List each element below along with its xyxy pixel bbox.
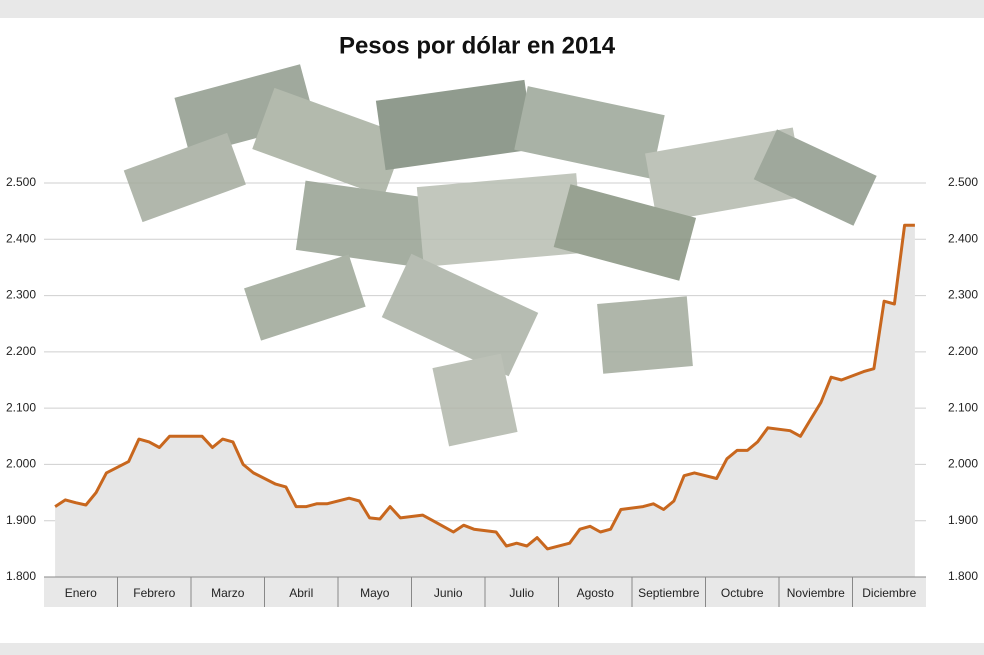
y2-tick-label: 1.800: [948, 569, 978, 583]
x-tick-label: Febrero: [133, 586, 175, 600]
chart-title: Pesos por dólar en 2014: [339, 32, 616, 59]
area-layer: [55, 225, 915, 577]
x-tick-label: Julio: [509, 586, 534, 600]
y-tick-label: 2.500: [6, 175, 36, 189]
x-tick-label: Mayo: [360, 586, 390, 600]
y-tick-label: 2.400: [6, 231, 36, 245]
y2-tick-label: 2.400: [948, 231, 978, 245]
y2-tick-label: 2.100: [948, 400, 978, 414]
y-tick-label: 2.200: [6, 344, 36, 358]
money-illustration: [123, 64, 877, 447]
x-tick-label: Diciembre: [862, 586, 916, 600]
y-tick-label: 1.900: [6, 513, 36, 527]
y-tick-label: 1.800: [6, 569, 36, 583]
y2-tick-label: 2.300: [948, 288, 978, 302]
x-tick-label: Junio: [434, 586, 463, 600]
x-tick-label: Noviembre: [787, 586, 845, 600]
x-tick-label: Enero: [65, 586, 97, 600]
x-tick-label: Octubre: [721, 586, 764, 600]
plot-layer: 1.800 1.800 1.900 1.900 2.000 2.000 2.100 2.100…: [6, 175, 978, 607]
x-tick-label: Agosto: [577, 586, 615, 600]
top-bar: [0, 0, 984, 18]
line: [54, 223, 915, 551]
bottom-bar: [0, 643, 984, 655]
y-tick-label: 2.300: [6, 288, 36, 302]
y2-tick-label: 2.500: [948, 175, 978, 189]
x-tick-label: Abril: [289, 586, 313, 600]
y-tick-label: 2.000: [6, 457, 36, 471]
y2-tick-label: 1.900: [948, 513, 978, 527]
y2-tick-label: 2.000: [948, 457, 978, 471]
x-tick-label: Marzo: [211, 586, 245, 600]
x-tick-label: Septiembre: [638, 586, 700, 600]
y2-tick-label: 2.200: [948, 344, 978, 358]
area: [55, 225, 915, 577]
y-tick-label: 2.100: [6, 400, 36, 414]
